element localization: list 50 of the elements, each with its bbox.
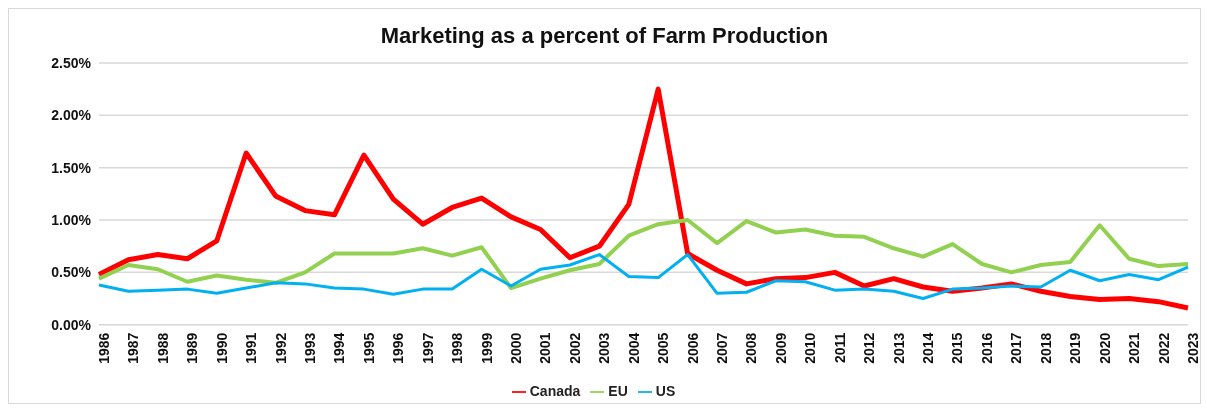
x-tick-label: 2001 — [537, 332, 554, 364]
y-tick-label: 0.00% — [51, 316, 92, 333]
x-tick-label: 2020 — [1096, 332, 1113, 364]
x-tick-label: 1994 — [331, 332, 348, 364]
x-tick-label: 2000 — [507, 332, 524, 364]
y-tick-label: 1.50% — [51, 159, 92, 176]
x-tick-label: 2017 — [1008, 332, 1025, 364]
y-tick-label: 0.50% — [51, 264, 92, 281]
y-tick-label: 2.50% — [51, 54, 92, 71]
x-tick-label: 2007 — [714, 332, 731, 364]
legend-label: Canada — [529, 382, 581, 399]
line-series — [97, 218, 1190, 291]
x-tick-label: 2018 — [1037, 332, 1054, 364]
x-tick-label: 1991 — [243, 332, 260, 364]
x-tick-label: 1995 — [360, 332, 377, 364]
x-tick-label: 2004 — [625, 332, 642, 364]
y-tick-label: 2.00% — [51, 107, 92, 124]
x-tick-label: 2019 — [1067, 332, 1084, 364]
x-tick-label: 2013 — [890, 332, 907, 364]
x-tick-label: 2008 — [743, 332, 760, 364]
legend-label: US — [655, 382, 676, 399]
x-tick-label: 1999 — [478, 332, 495, 364]
x-tick-label: 2009 — [772, 332, 789, 364]
x-tick-label: 1996 — [390, 332, 407, 364]
x-tick-label: 2002 — [566, 332, 583, 364]
y-tick-label: 1.00% — [51, 211, 92, 228]
x-tick-label: 2015 — [949, 332, 966, 364]
x-tick-label: 2022 — [1155, 332, 1172, 364]
legend-label: EU — [608, 382, 628, 399]
x-tick-label: 1986 — [95, 332, 112, 364]
x-tick-label: 2021 — [1126, 332, 1143, 364]
x-tick-label: 2003 — [596, 332, 613, 364]
x-tick-label: 1998 — [449, 332, 466, 364]
x-tick-label: 1989 — [184, 332, 201, 364]
x-tick-label: 2014 — [920, 332, 937, 364]
x-tick-label: 2006 — [684, 332, 701, 364]
chart-title: Marketing as a percent of Farm Production — [380, 23, 829, 48]
x-tick-label: 2016 — [978, 332, 995, 364]
x-tick-label: 1987 — [125, 332, 142, 364]
x-tick-label: 1993 — [301, 332, 318, 364]
x-tick-label: 2011 — [831, 332, 848, 364]
x-tick-label: 2023 — [1184, 332, 1201, 364]
x-tick-label: 1988 — [154, 332, 171, 364]
x-tick-label: 2012 — [861, 332, 878, 364]
x-tick-label: 2005 — [655, 332, 672, 364]
x-tick-label: 2010 — [802, 332, 819, 364]
line-series — [97, 253, 1190, 301]
x-tick-label: 1992 — [272, 332, 289, 364]
x-tick-label: 1997 — [419, 332, 436, 364]
x-tick-label: 1990 — [213, 332, 230, 364]
